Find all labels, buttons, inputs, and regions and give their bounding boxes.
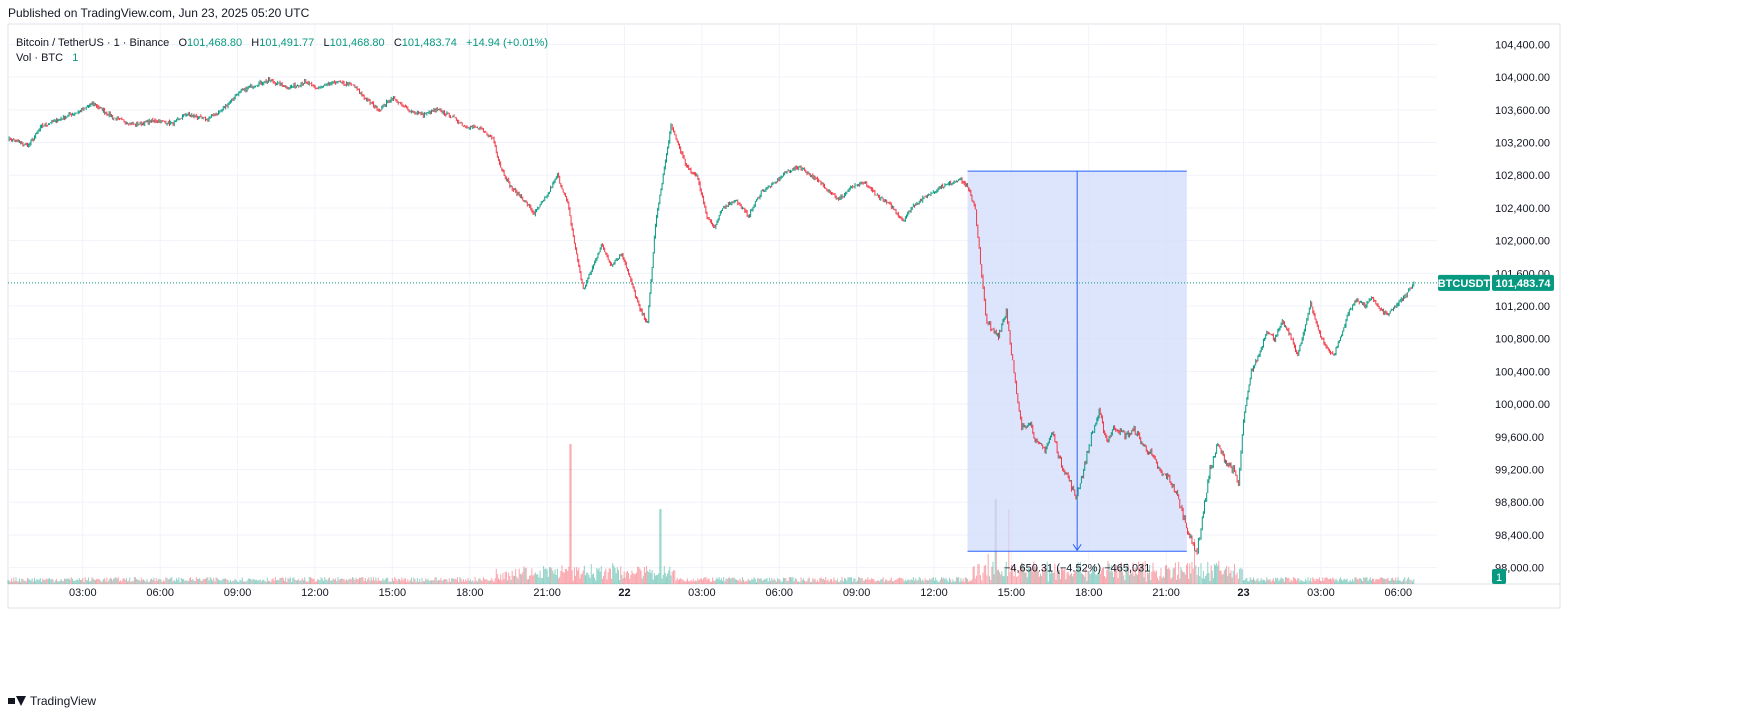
chart-overlays: BTCUSDT 101,483.74 1 [8, 274, 1554, 584]
time-tick-label: 09:00 [843, 587, 871, 599]
close-label: C [393, 37, 402, 49]
time-tick-label: 09:00 [224, 587, 252, 599]
measure-arrow-icon [1072, 544, 1082, 552]
price-series [8, 76, 1415, 555]
symbol-badge[interactable] [1438, 274, 1490, 291]
symbol-badge-label: BTCUSDT [1438, 278, 1491, 290]
price-tick-label: 99,200.00 [1495, 465, 1544, 477]
time-tick-label: 15:00 [998, 587, 1026, 599]
brand-name: TradingView [30, 694, 97, 708]
published-caption: Published on TradingView.com, Jun 23, 20… [8, 6, 310, 20]
low-value: 101,468.80 [329, 37, 385, 49]
time-axis: 03:00 06:00 09:00 12:00 15:00 18:00 21:00 22 03:… [69, 587, 1412, 599]
time-tick-label: 21:00 [533, 587, 561, 599]
time-tick-label: 03:00 [69, 587, 97, 599]
chart-grid [7, 23, 1561, 609]
ohlc-row: Bitcoin / TetherUS · 1 · Binance O101,46… [16, 36, 548, 51]
high-value: 101,491.77 [259, 37, 315, 49]
volume-row: Vol · BTC 1 [16, 51, 548, 66]
price-tick-label: 102,800.00 [1495, 170, 1550, 182]
price-tick-label: 101,200.00 [1495, 301, 1550, 313]
tradingview-logo-icon [8, 696, 26, 706]
price-tick-label: 104,000.00 [1495, 72, 1550, 84]
chart-legend: Bitcoin / TetherUS · 1 · Binance O101,46… [16, 36, 548, 66]
measure-label: −4,650.31 (−4.52%) −465,031 [1004, 562, 1150, 574]
low-label: L [323, 37, 330, 49]
time-tick-label: 15:00 [379, 587, 407, 599]
time-tick-label: 03:00 [1307, 587, 1335, 599]
symbol-title[interactable]: Bitcoin / TetherUS · 1 · Binance [16, 37, 170, 49]
price-tick-label: 100,800.00 [1495, 334, 1550, 346]
open-label: O [178, 37, 188, 49]
volume-title[interactable]: Vol · BTC [16, 52, 64, 64]
price-tick-label: 104,400.00 [1495, 39, 1550, 51]
volume-bars [7, 444, 1415, 584]
price-tick-label: 102,400.00 [1495, 203, 1550, 215]
volume-value: 1 [72, 52, 79, 64]
change-value: +14.94 (+0.01%) [466, 37, 548, 49]
price-tick-label: 103,600.00 [1495, 105, 1550, 117]
close-value: 101,483.74 [401, 37, 457, 49]
time-tick-label: 06:00 [146, 587, 174, 599]
volume-badge [1492, 569, 1506, 584]
time-tick-label: 03:00 [688, 587, 716, 599]
price-tick-label: 98,400.00 [1495, 530, 1544, 542]
price-badge-label: 101,483.74 [1495, 278, 1551, 290]
time-tick-label: 12:00 [301, 587, 329, 599]
volume-badge-label: 1 [1496, 572, 1502, 584]
price-tick-label: 102,000.00 [1495, 236, 1550, 248]
footer-brand[interactable]: TradingView [8, 694, 96, 708]
open-value: 101,468.80 [187, 37, 243, 49]
price-tick-label: 98,800.00 [1495, 497, 1544, 509]
time-tick-label: 06:00 [765, 587, 793, 599]
time-tick-label: 21:00 [1152, 587, 1180, 599]
time-tick-label: 18:00 [456, 587, 484, 599]
pane-frame [7, 23, 1561, 609]
time-tick-label: 12:00 [920, 587, 948, 599]
time-tick-label: 18:00 [1075, 587, 1103, 599]
time-tick-label: 06:00 [1385, 587, 1413, 599]
price-axis: 104,400.00 104,000.00 103,600.00 103,200.00… [1495, 39, 1550, 574]
time-tick-label: 22 [618, 587, 630, 599]
price-tick-label: 98,000.00 [1495, 563, 1544, 575]
high-label: H [251, 37, 260, 49]
price-tick-label: 99,600.00 [1495, 432, 1544, 444]
measure-tool: −4,650.31 (−4.52%) −465,031 [967, 170, 1187, 574]
price-tick-label: 100,400.00 [1495, 366, 1550, 378]
price-tick-label: 103,200.00 [1495, 138, 1550, 150]
price-badge [1492, 274, 1554, 291]
time-tick-label: 23 [1237, 587, 1249, 599]
price-tick-label: 100,000.00 [1495, 399, 1550, 411]
